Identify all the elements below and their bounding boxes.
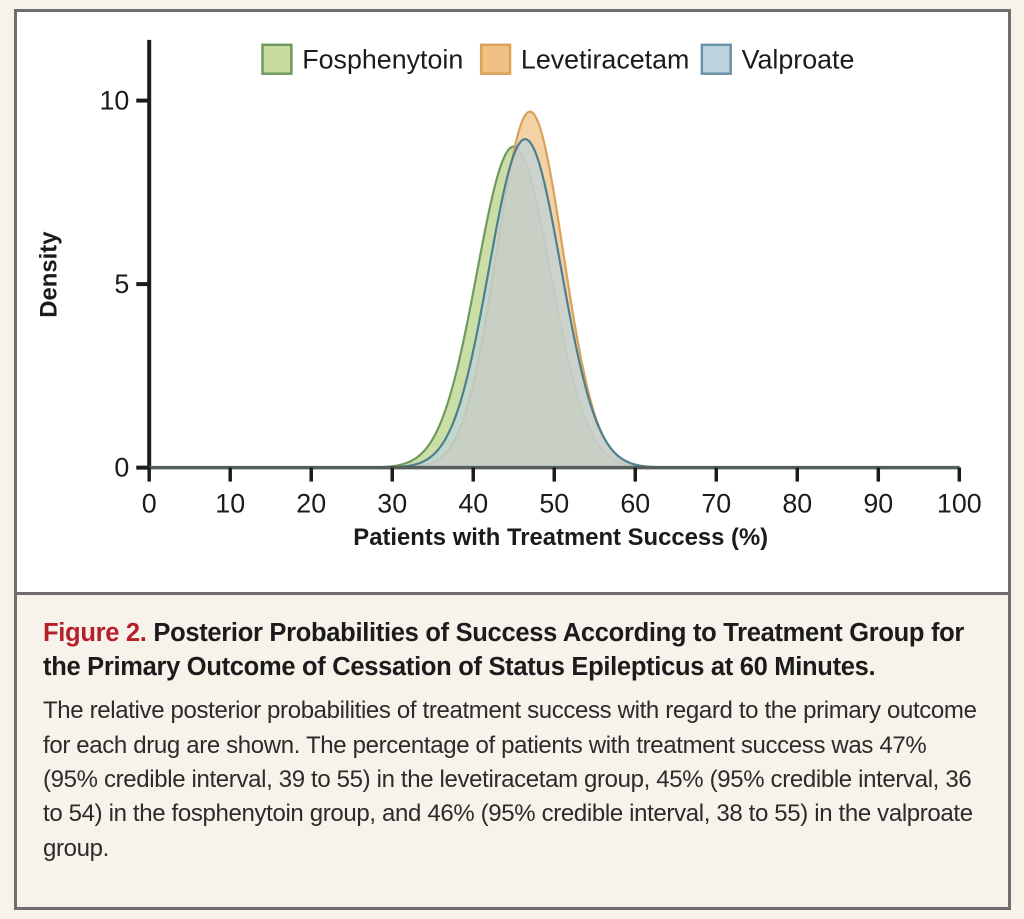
y-tick-label: 10 — [99, 86, 129, 116]
x-tick-label: 30 — [377, 488, 407, 518]
y-tick-label: 5 — [114, 269, 129, 299]
x-tick-label: 0 — [142, 488, 157, 518]
x-tick-label: 20 — [296, 488, 326, 518]
x-tick-label: 10 — [215, 488, 245, 518]
legend-swatch-levetiracetam — [479, 43, 512, 75]
density-curve-valproate — [148, 138, 961, 469]
density-curves — [148, 110, 961, 469]
density-chart: Fosphenytoin Levetiracetam Valproate 05100… — [36, 39, 982, 551]
chart-legend: Fosphenytoin Levetiracetam Valproate — [261, 43, 855, 75]
x-tick-label: 70 — [701, 488, 731, 518]
legend-swatch-valproate — [700, 43, 732, 75]
caption-body: The relative posterior probabilities of … — [43, 697, 977, 862]
caption-title: Figure 2. Posterior Probabilities of Suc… — [43, 617, 982, 684]
x-tick-label: 100 — [937, 488, 982, 518]
caption-figure-number: Figure 2. — [43, 619, 147, 647]
x-tick-label: 80 — [782, 488, 812, 518]
caption-panel: Figure 2. Posterior Probabilities of Suc… — [14, 592, 1011, 910]
x-tick-label: 40 — [458, 488, 488, 518]
legend-label-fosphenytoin: Fosphenytoin — [302, 45, 463, 75]
x-tick-label: 50 — [539, 488, 569, 518]
chart-panel: Fosphenytoin Levetiracetam Valproate 0 5 10 0… — [14, 9, 1011, 592]
legend-label-valproate: Valproate — [742, 45, 855, 75]
caption-title-text: Posterior Probabilities of Success Accor… — [43, 619, 965, 681]
legend-swatch-fosphenytoin — [261, 43, 293, 75]
x-tick-label: 60 — [620, 488, 650, 518]
legend-label-levetiracetam: Levetiracetam — [521, 45, 689, 75]
x-axis-title: Patients with Treatment Success (%) — [353, 524, 768, 551]
y-axis-title: Density — [36, 231, 63, 318]
y-tick-label: 0 — [114, 453, 129, 483]
x-tick-label: 90 — [863, 488, 893, 518]
